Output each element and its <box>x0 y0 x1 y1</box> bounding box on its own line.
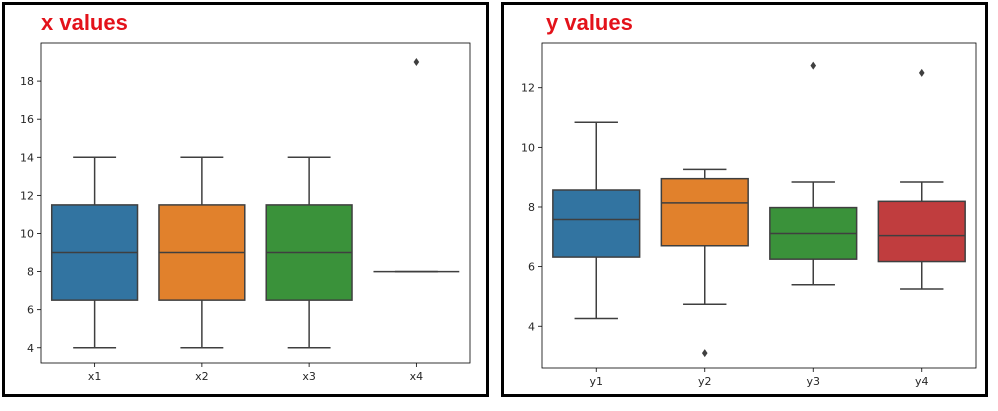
y-tick-label: 10 <box>20 227 34 240</box>
y-tick-label: 4 <box>27 342 34 355</box>
x-tick-label: x4 <box>410 370 424 383</box>
chart-title-y: y values <box>546 10 633 35</box>
x-tick-label: y1 <box>589 375 603 388</box>
box-body <box>660 177 749 247</box>
x-tick-label: y2 <box>698 375 712 388</box>
y-values-panel: y values 4 6 8 10 12 y1 y2 y3 y4 <box>501 2 988 397</box>
box-y4 <box>877 68 966 290</box>
box-body <box>877 200 966 263</box>
y-tick-label: 10 <box>521 141 535 154</box>
y-values-boxplot: 4 6 8 10 12 y1 y2 y3 y4 <box>521 42 977 388</box>
plot-frame <box>541 42 977 369</box>
box-x4 <box>373 58 460 273</box>
y-tick-label: 6 <box>528 261 535 274</box>
x-tick-label: x1 <box>88 370 102 383</box>
box-y1 <box>552 121 641 320</box>
outlier-marker <box>701 349 708 358</box>
box-y3 <box>769 61 858 286</box>
box-y2 <box>660 168 749 358</box>
y-tick-label: 18 <box>20 75 34 88</box>
y-tick-label: 12 <box>521 82 535 95</box>
y-tick-label: 8 <box>27 266 34 279</box>
x-values-panel: x values 4 6 8 10 12 14 16 18 x1 x2 x3 x4 <box>2 2 489 397</box>
outlier-marker <box>810 61 817 70</box>
y-tick-label: 14 <box>20 151 34 164</box>
x-tick-label: y3 <box>806 375 820 388</box>
y-tick-label: 4 <box>528 320 535 333</box>
box-body <box>552 189 641 258</box>
chart-title-x: x values <box>41 10 128 35</box>
box-x2 <box>158 156 246 349</box>
box-x3 <box>265 156 353 349</box>
x-tick-label: x3 <box>302 370 316 383</box>
y-tick-label: 16 <box>20 113 34 126</box>
y-tick-label: 12 <box>20 189 34 202</box>
x-tick-label: y4 <box>915 375 929 388</box>
outlier-marker <box>413 58 420 67</box>
plot-frame <box>40 42 471 364</box>
y-tick-label: 8 <box>528 201 535 214</box>
y-tick-label: 6 <box>27 304 34 317</box>
outlier-marker <box>918 68 925 77</box>
x-tick-label: x2 <box>195 370 209 383</box>
x-values-boxplot: 4 6 8 10 12 14 16 18 x1 x2 x3 x4 <box>20 42 471 383</box>
box-x1 <box>50 156 139 349</box>
